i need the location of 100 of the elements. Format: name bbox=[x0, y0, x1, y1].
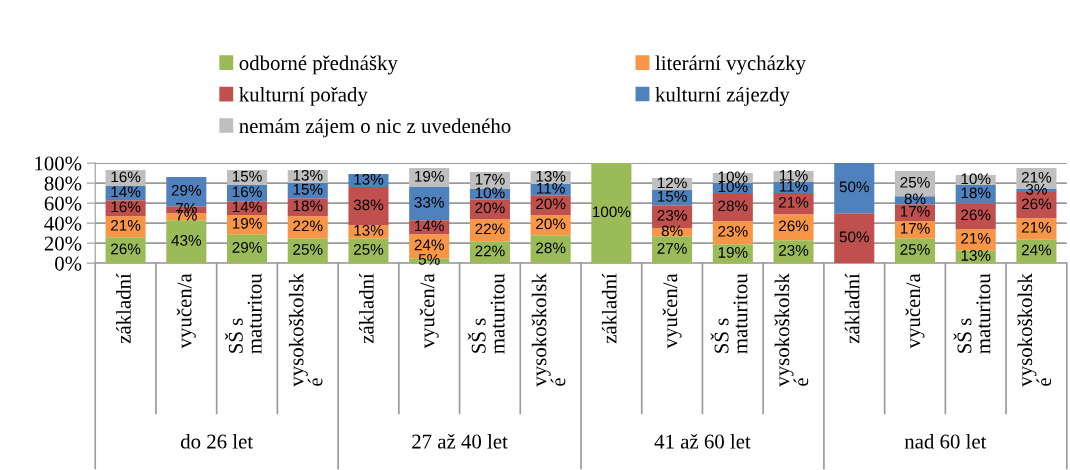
y-tick-label: 60% bbox=[44, 196, 82, 211]
data-label: 14% bbox=[415, 220, 444, 232]
data-label: 5% bbox=[418, 254, 440, 265]
y-tick-label: 20% bbox=[44, 236, 82, 251]
text: 41 až 60 let bbox=[654, 433, 751, 449]
x-tick-label: SŠ s maturitou bbox=[953, 273, 991, 354]
data-label: 24% bbox=[414, 239, 444, 251]
data-label: 23% bbox=[657, 209, 687, 221]
x-tick-label: základní bbox=[601, 273, 617, 344]
bar bbox=[105, 237, 146, 264]
data-label: 26% bbox=[1021, 198, 1052, 210]
data-label: 16% bbox=[111, 201, 141, 213]
data-label: 26% bbox=[779, 220, 809, 232]
data-label: 33% bbox=[414, 196, 444, 208]
data-label: 17% bbox=[900, 205, 930, 217]
data-label: 10% bbox=[475, 187, 505, 199]
data-label: 11% bbox=[779, 169, 808, 181]
data-label: 21% bbox=[961, 232, 991, 244]
bar bbox=[955, 203, 996, 230]
legend-label: literární vycházky bbox=[655, 55, 806, 75]
data-label: 21% bbox=[111, 219, 141, 231]
data-label: 21% bbox=[1021, 171, 1052, 183]
data-label: 16% bbox=[232, 186, 262, 198]
data-label: 25% bbox=[900, 176, 930, 188]
data-label: 10% bbox=[718, 171, 748, 183]
bar bbox=[409, 187, 450, 221]
data-label: 13% bbox=[293, 169, 323, 181]
bar bbox=[773, 214, 814, 241]
bar bbox=[530, 235, 571, 264]
data-label: 26% bbox=[961, 209, 991, 221]
data-label: 10% bbox=[718, 181, 748, 193]
data-label: 15% bbox=[232, 170, 262, 182]
x-tick-label: vyučen/a bbox=[176, 273, 196, 349]
bar bbox=[227, 234, 268, 264]
data-label: 21% bbox=[1021, 221, 1052, 233]
data-label: 18% bbox=[961, 187, 991, 199]
bar bbox=[652, 236, 693, 264]
data-label: 22% bbox=[475, 223, 505, 235]
data-label: 50% bbox=[839, 231, 870, 243]
y-tick-label: 100% bbox=[35, 156, 82, 171]
y-tick-label: 0% bbox=[55, 256, 82, 271]
x-tick-label: vysokoškolsk é bbox=[531, 273, 566, 387]
data-label: 10% bbox=[961, 173, 991, 185]
data-label: 13% bbox=[354, 173, 384, 185]
bar bbox=[591, 163, 632, 264]
data-label: 29% bbox=[171, 184, 202, 196]
data-label: 23% bbox=[718, 225, 748, 237]
data-label: 19% bbox=[415, 170, 444, 182]
bar bbox=[348, 187, 389, 226]
data-label: 17% bbox=[900, 223, 930, 234]
data-label: 14% bbox=[232, 201, 262, 213]
data-label: 8% bbox=[904, 193, 926, 205]
data-label: 25% bbox=[900, 243, 930, 255]
legend-label: kulturní pořady bbox=[239, 86, 368, 106]
bar bbox=[1016, 239, 1057, 264]
data-label: 43% bbox=[171, 234, 202, 246]
x-tick-label: vyučen/a bbox=[419, 273, 439, 349]
text: 27 až 40 let bbox=[412, 433, 508, 449]
data-label: 23% bbox=[779, 244, 809, 256]
x-tick-label: základní bbox=[844, 273, 860, 344]
data-label: 38% bbox=[353, 199, 384, 211]
data-label: 25% bbox=[293, 243, 323, 255]
data-label: 29% bbox=[232, 241, 262, 253]
data-label: 22% bbox=[475, 245, 505, 257]
data-label: 13% bbox=[536, 170, 566, 182]
bar bbox=[166, 220, 207, 264]
bar bbox=[834, 213, 875, 264]
data-label: 13% bbox=[354, 224, 384, 236]
data-label: 18% bbox=[293, 200, 323, 212]
data-label: 100% bbox=[593, 206, 631, 218]
data-label: 16% bbox=[111, 171, 141, 183]
legend-label: nemám zájem o nic z uvedeného bbox=[239, 118, 511, 138]
data-label: 15% bbox=[657, 190, 687, 202]
x-tick-label: vysokoškolsk é bbox=[288, 273, 323, 387]
data-label: 20% bbox=[536, 218, 566, 230]
x-tick-label: SŠ s maturitou bbox=[467, 273, 505, 354]
data-label: 14% bbox=[111, 186, 141, 198]
data-label: 20% bbox=[536, 198, 566, 210]
text: nad 60 let bbox=[904, 433, 987, 449]
data-label: 15% bbox=[293, 183, 323, 195]
x-tick-label: základní bbox=[359, 273, 374, 344]
y-tick-label: 80% bbox=[44, 176, 82, 191]
x-tick-label: vyučen/a bbox=[905, 273, 925, 349]
data-label: 26% bbox=[111, 243, 141, 255]
x-tick-label: vyučen/a bbox=[662, 273, 682, 349]
data-label: 27% bbox=[657, 242, 687, 254]
data-label: 22% bbox=[293, 220, 323, 232]
x-tick-label: SŠ s maturitou bbox=[224, 273, 262, 354]
y-tick-label: 40% bbox=[44, 216, 82, 231]
data-label: 11% bbox=[537, 182, 565, 194]
data-label: 8% bbox=[661, 225, 683, 237]
legend-label: kulturní zájezdy bbox=[655, 86, 790, 106]
legend-label: odborné přednášky bbox=[239, 55, 398, 75]
x-tick-label: vysokoškolsk é bbox=[774, 273, 809, 387]
bar bbox=[348, 238, 389, 264]
data-label: 11% bbox=[779, 180, 808, 192]
text: do 26 let bbox=[180, 433, 254, 449]
data-label: 28% bbox=[536, 242, 566, 254]
bar bbox=[834, 163, 875, 214]
x-tick-label: SŠ s maturitou bbox=[710, 273, 748, 354]
